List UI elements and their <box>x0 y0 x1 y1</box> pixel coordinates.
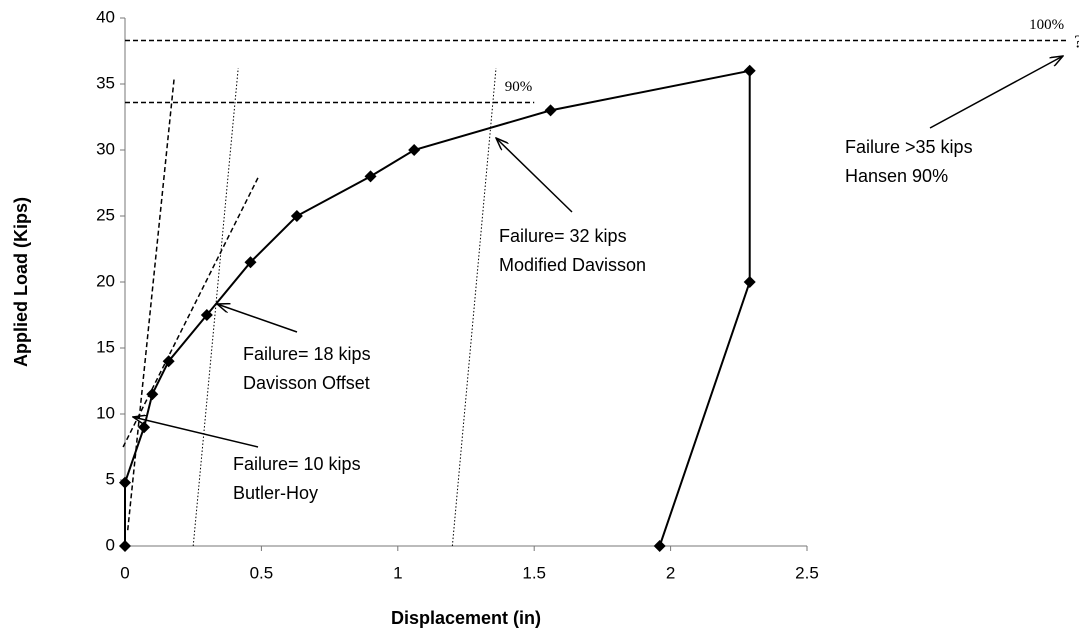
x-tick-label: 0.5 <box>250 563 274 582</box>
reference-line <box>192 68 239 547</box>
annotation-arrow <box>133 417 259 448</box>
data-marker <box>653 540 666 552</box>
annotation-arrow <box>496 138 573 213</box>
data-marker <box>743 276 756 288</box>
reference-label: 90% <box>505 79 533 95</box>
annotation-text: Failure= 32 kips <box>499 226 627 246</box>
annotation-arrow <box>929 56 1063 129</box>
annotation-text: Failure= 10 kips <box>233 454 361 474</box>
x-axis-label: Displacement (in) <box>391 608 541 628</box>
y-tick-label: 5 <box>106 469 115 488</box>
x-tick-label: 0 <box>120 563 129 582</box>
annotation-text: Hansen 90% <box>845 166 948 186</box>
y-tick-label: 40 <box>96 7 115 26</box>
data-marker <box>244 256 257 269</box>
data-marker <box>290 210 303 222</box>
y-axis-label: Applied Load (Kips) <box>11 197 31 367</box>
reference-line <box>126 78 175 531</box>
annotation-text: Davisson Offset <box>243 373 370 393</box>
y-tick-label: 15 <box>96 337 115 356</box>
reference-end-label: ? <box>1074 32 1079 52</box>
annotation-text: Failure >35 kips <box>845 137 973 157</box>
x-tick-label: 1 <box>393 563 402 582</box>
annotation-text: Butler-Hoy <box>233 483 318 503</box>
annotation-text: Modified Davisson <box>499 255 646 275</box>
y-tick-label: 30 <box>96 139 115 158</box>
data-marker <box>119 540 131 552</box>
x-tick-label: 1.5 <box>522 563 546 582</box>
data-marker <box>364 170 377 183</box>
x-tick-label: 2.5 <box>795 563 819 582</box>
data-marker <box>544 104 557 117</box>
data-marker <box>138 421 151 434</box>
x-tick-label: 2 <box>666 563 675 582</box>
data-marker <box>743 64 756 77</box>
data-marker <box>200 309 213 321</box>
y-tick-label: 20 <box>96 271 115 290</box>
data-marker <box>162 355 175 368</box>
y-tick-label: 10 <box>96 403 115 422</box>
reference-line <box>122 176 260 448</box>
y-tick-label: 0 <box>106 535 115 554</box>
y-tick-label: 35 <box>96 73 115 92</box>
reference-label: 100% <box>1029 17 1064 33</box>
data-marker <box>408 144 421 156</box>
reference-line <box>451 68 497 547</box>
y-tick-label: 25 <box>96 205 115 224</box>
data-marker <box>119 476 131 489</box>
annotation-arrow <box>217 304 298 333</box>
annotation-text: Failure= 18 kips <box>243 344 371 364</box>
data-marker <box>146 388 159 401</box>
data-line <box>124 69 751 547</box>
